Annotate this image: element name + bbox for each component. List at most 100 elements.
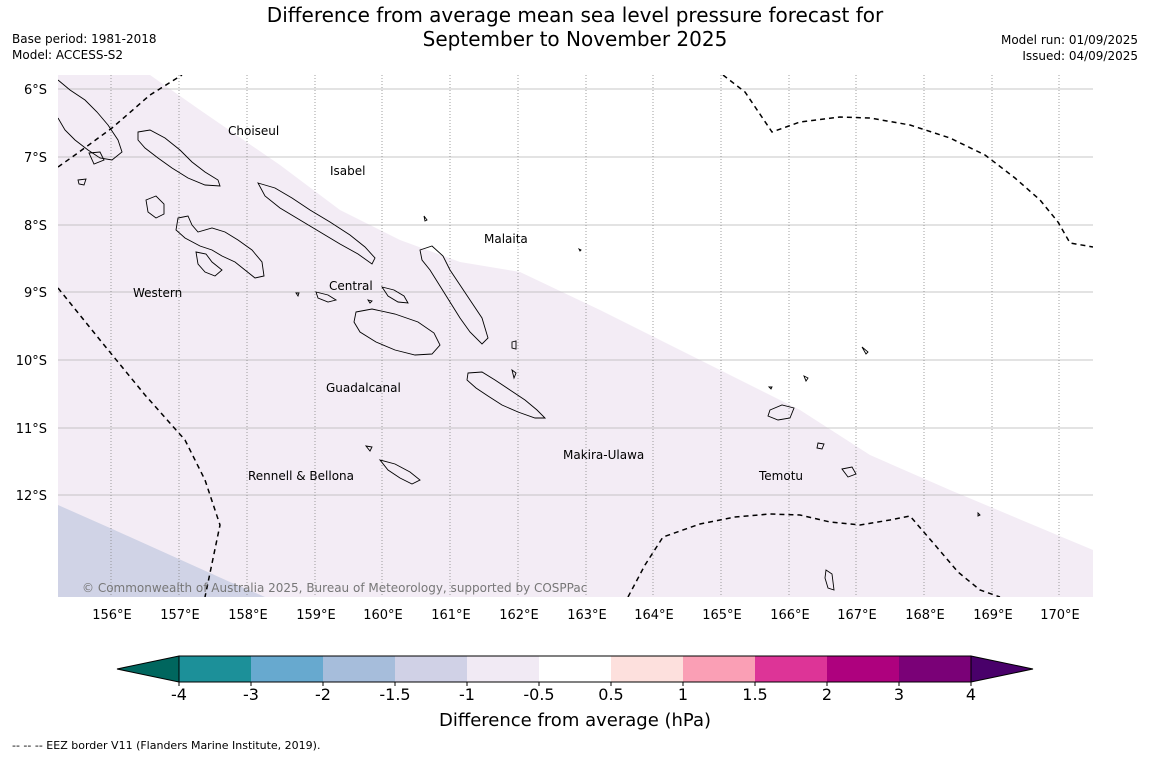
longitude-gridlines <box>110 75 1060 597</box>
province-label-makira-ulawa: Makira-Ulawa <box>563 448 644 462</box>
small-islet-east <box>977 511 981 517</box>
colorbar-frame <box>178 655 972 683</box>
map-figure: Choiseul Isabel Malaita Central Western … <box>16 75 1093 730</box>
lon-label-161e: 161°E <box>431 608 471 623</box>
province-label-malaita: Malaita <box>484 232 528 246</box>
savo-islet <box>511 340 517 350</box>
lon-label-163e: 163°E <box>567 608 607 623</box>
colorbar-segment-2 <box>251 656 323 682</box>
vella-lavella-island <box>145 195 165 219</box>
reef-islands <box>803 375 809 382</box>
eez-border <box>58 75 1093 597</box>
colorbar-tick-label: -3 <box>243 685 259 704</box>
province-label-rennell-bellona: Rennell & Bellona <box>248 469 354 483</box>
malaita-island <box>419 245 489 345</box>
colorbar-tick-label: -1 <box>459 685 475 704</box>
eez-legend-note: -- -- -- EEZ border V11 (Flanders Marine… <box>12 739 321 752</box>
colorbar-max-arrow <box>970 655 1034 683</box>
colorbar-tick-label: 2 <box>822 685 832 704</box>
colorbar-segment-1 <box>179 656 251 682</box>
colorbar-tick-label: 4 <box>966 685 976 704</box>
choiseul-island <box>137 129 221 187</box>
small-islet-west <box>295 292 300 298</box>
colorbar-tick-label: -1.5 <box>379 685 410 704</box>
lon-label-168e: 168°E <box>905 608 945 623</box>
anomaly-region-light <box>58 75 1093 597</box>
model-name: Model: ACCESS-S2 <box>12 48 124 62</box>
new-georgia-island <box>175 215 265 279</box>
lat-label-8s: 8°S <box>24 219 47 234</box>
issued-date: Issued: 04/09/2025 <box>1022 49 1138 63</box>
small-islet-central <box>366 299 373 304</box>
colorbar-segment-9 <box>755 656 827 682</box>
colorbar-segment-7 <box>611 656 683 682</box>
latitude-gridlines <box>58 88 1093 496</box>
isabel-island <box>257 182 376 265</box>
lat-label-12s: 12°S <box>16 489 47 504</box>
province-label-guadalcanal: Guadalcanal <box>326 381 401 395</box>
lat-label-10s: 10°S <box>16 354 47 369</box>
small-islet-temotu <box>767 386 773 390</box>
rendova-island <box>195 251 223 277</box>
lon-label-160e: 160°E <box>363 608 403 623</box>
model-info: Base period: 1981-2018 Model: ACCESS-S2 <box>12 31 157 63</box>
nendo-island <box>767 404 795 421</box>
island-coastlines <box>58 79 981 591</box>
ulawa-islet <box>511 368 517 380</box>
rennell-island <box>378 459 421 485</box>
title-line-1: Difference from average mean sea level p… <box>266 3 884 27</box>
lat-label-11s: 11°S <box>16 422 47 437</box>
colorbar-tick-label: -2 <box>315 685 331 704</box>
lon-label-170e: 170°E <box>1040 608 1080 623</box>
colorbar-tick-label: 3 <box>894 685 904 704</box>
ontong-java-islet <box>423 215 428 222</box>
lon-label-158e: 158°E <box>228 608 268 623</box>
colorbar-min-arrow <box>116 655 180 683</box>
vanikoro-island <box>841 466 857 478</box>
lon-label-169e: 169°E <box>973 608 1013 623</box>
colorbar-segment-3 <box>323 656 395 682</box>
lon-label-159e: 159°E <box>296 608 336 623</box>
lon-label-165e: 165°E <box>702 608 742 623</box>
chart-title: Difference from average mean sea level p… <box>0 3 1150 51</box>
bellona-island <box>364 445 373 452</box>
shortland-islet <box>77 178 87 186</box>
utupua-island <box>816 442 825 450</box>
lat-label-9s: 9°S <box>24 286 47 301</box>
colorbar-tick-label: -0.5 <box>523 685 554 704</box>
colorbar-segment-6 <box>539 656 611 682</box>
treasury-islet <box>88 151 105 165</box>
colorbar-label: Difference from average (hPa) <box>439 710 711 730</box>
bougainville-island <box>58 79 123 161</box>
lat-label-7s: 7°S <box>24 151 47 166</box>
sikaiana-islet <box>577 247 582 252</box>
province-label-western: Western <box>133 286 182 300</box>
colorbar-segment-8 <box>683 656 755 682</box>
florida-islands <box>315 291 338 303</box>
colorbar-segment-4 <box>395 656 467 682</box>
copyright-notice: © Commonwealth of Australia 2025, Bureau… <box>82 581 587 595</box>
colorbar-tick-label: 1.5 <box>742 685 767 704</box>
colorbar-tick-label: -4 <box>171 685 187 704</box>
lon-label-156e: 156°E <box>92 608 132 623</box>
lon-label-167e: 167°E <box>837 608 877 623</box>
province-label-central: Central <box>329 279 373 293</box>
colorbar-segment-10 <box>827 656 899 682</box>
province-label-temotu: Temotu <box>758 469 803 483</box>
run-info: Model run: 01/09/2025 Issued: 04/09/2025 <box>1001 32 1138 64</box>
duff-islands <box>861 346 869 355</box>
lon-label-162e: 162°E <box>499 608 539 623</box>
base-period: Base period: 1981-2018 <box>12 32 157 46</box>
anomaly-region-medium <box>58 505 265 597</box>
colorbar-tick-label: 0.5 <box>598 685 623 704</box>
province-label-choiseul: Choiseul <box>228 124 279 138</box>
russell-island <box>380 286 409 304</box>
lat-label-6s: 6°S <box>24 83 47 98</box>
colorbar-tick-label: 1 <box>678 685 688 704</box>
lon-label-166e: 166°E <box>770 608 810 623</box>
lon-label-164e: 164°E <box>634 608 674 623</box>
colorbar-segment-5 <box>467 656 539 682</box>
colorbar-segment-11 <box>899 656 971 682</box>
colorbar: -4 -3 -2 -1.5 -1 -0.5 0.5 1 1.5 2 3 4 Di… <box>116 655 1034 730</box>
province-label-isabel: Isabel <box>330 164 365 178</box>
